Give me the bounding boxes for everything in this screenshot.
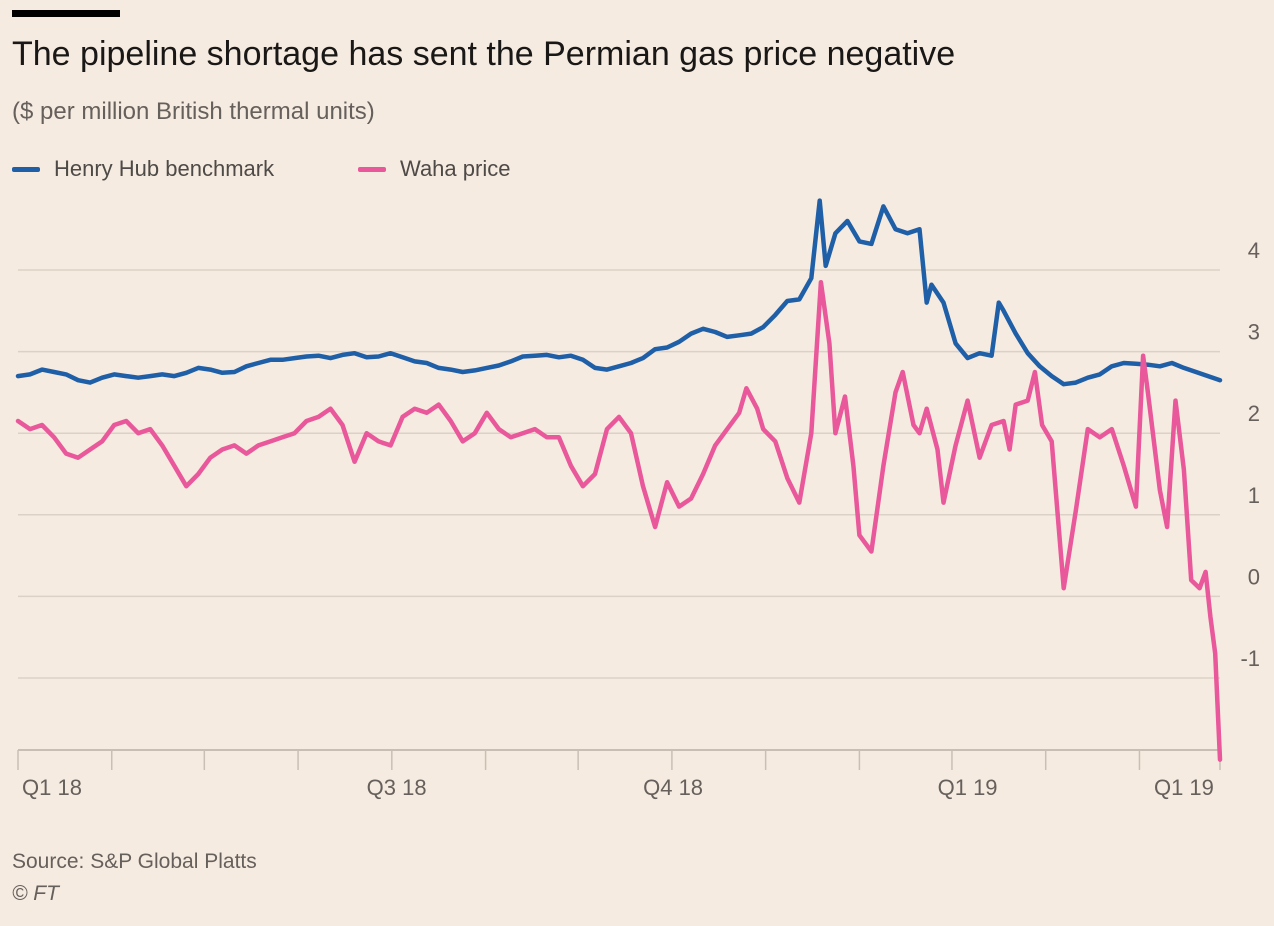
line-chart: 4 3 2 1 0 -1 Q1 18 Q3 18 Q4 18 Q1 19 Q1 19: [15, 198, 1260, 800]
legend-label-henry-hub: Henry Hub benchmark: [54, 156, 275, 181]
y-tick-label: -1: [1240, 646, 1260, 671]
y-tick-label: 0: [1248, 564, 1260, 589]
legend-swatch-waha: [358, 166, 386, 172]
x-tick-label: Q1 18: [22, 775, 82, 800]
y-tick-label: 1: [1248, 483, 1260, 508]
ft-credit: © FT: [12, 882, 59, 905]
series-line-waha: [15, 279, 1223, 762]
legend-item-waha: Waha price: [358, 152, 510, 186]
legend-swatch-henry-hub: [12, 166, 40, 172]
chart-subtitle: ($ per million British thermal units): [12, 98, 375, 125]
y-tick-label: 3: [1248, 320, 1260, 345]
chart-title: The pipeline shortage has sent the Permi…: [12, 35, 956, 73]
source-note: Source: S&P Global Platts: [12, 850, 257, 873]
brand-rule: [12, 10, 120, 17]
x-tick-label: Q4 18: [643, 775, 703, 800]
legend-item-henry-hub: Henry Hub benchmark: [12, 152, 274, 186]
y-tick-label: 2: [1248, 401, 1260, 426]
series-line-henry-hub: [15, 198, 1223, 387]
x-tick-label: Q1 19: [938, 775, 998, 800]
x-tick-label: Q3 18: [367, 775, 427, 800]
x-tick-label: Q1 19: [1154, 775, 1214, 800]
legend-label-waha: Waha price: [400, 156, 511, 181]
y-tick-label: 4: [1248, 238, 1260, 263]
